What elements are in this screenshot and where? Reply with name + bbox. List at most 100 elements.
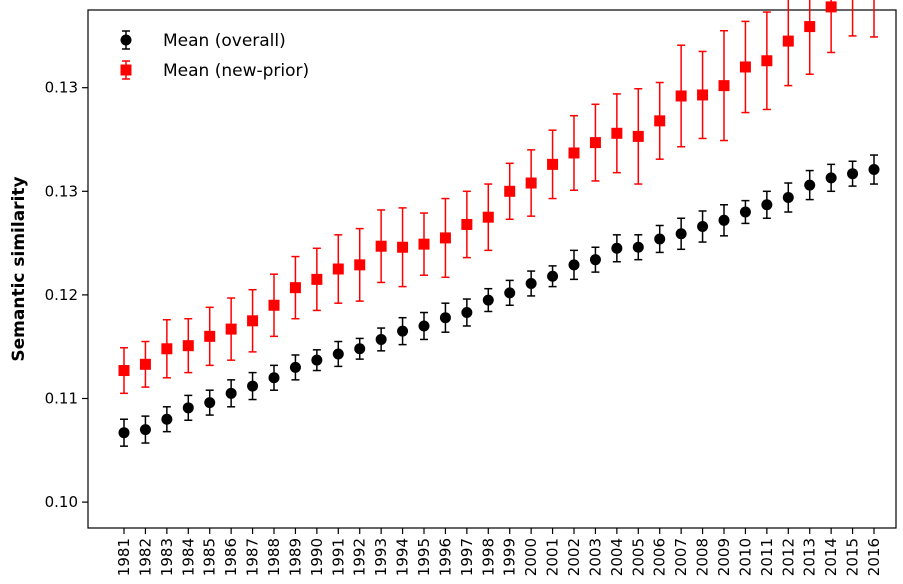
data-point <box>654 233 666 245</box>
series-overall <box>118 154 880 447</box>
x-axis: 1981 1982 1983 1984 1985 1986 1987 1988 1989 1990… <box>115 528 883 576</box>
data-point <box>289 282 301 294</box>
x-tick-label: 2010 <box>736 538 754 576</box>
data-point <box>311 273 323 285</box>
legend-label: Mean (new-prior) <box>163 61 309 81</box>
y-tick-label: 0.11 <box>45 390 78 408</box>
plot-frame <box>87 9 897 529</box>
x-tick-label: 2003 <box>586 538 604 576</box>
data-point <box>375 333 387 345</box>
data-point <box>589 254 601 266</box>
x-tick-label: 1981 <box>115 538 133 576</box>
x-tick-label: 1992 <box>351 538 369 576</box>
x-tick-label: 1987 <box>244 538 262 576</box>
data-point <box>804 21 816 33</box>
legend-label: Mean (overall) <box>163 31 286 51</box>
y-tick-label: 0.13 <box>45 79 78 97</box>
data-point <box>547 270 559 282</box>
data-point <box>504 185 516 197</box>
data-point <box>547 158 559 170</box>
x-tick-label: 2006 <box>651 538 669 576</box>
data-point <box>739 61 751 73</box>
x-tick-label: 1985 <box>201 538 219 576</box>
data-point <box>354 343 366 355</box>
data-point <box>675 90 687 102</box>
data-point <box>847 168 859 180</box>
data-point <box>868 164 880 176</box>
data-point <box>204 397 216 409</box>
data-point <box>247 380 259 392</box>
data-point <box>675 228 687 240</box>
data-point <box>589 137 601 149</box>
data-point <box>611 127 623 139</box>
y-tick-label: 0.13 <box>45 182 78 200</box>
series-new-prior <box>118 0 878 395</box>
data-point <box>311 354 323 366</box>
x-tick-label: 2008 <box>694 538 712 576</box>
data-point <box>461 218 473 230</box>
data-point <box>439 312 451 324</box>
data-point <box>118 427 130 439</box>
data-point <box>739 206 751 218</box>
x-tick-label: 1989 <box>286 538 304 576</box>
x-tick-label: 2001 <box>544 538 562 576</box>
data-point <box>461 307 473 319</box>
y-axis: 0.10 0.11 0.12 0.13 0.13 <box>45 79 88 511</box>
data-point <box>632 130 644 142</box>
data-point <box>225 323 237 335</box>
data-point <box>504 287 516 299</box>
data-point <box>139 358 151 370</box>
data-point <box>654 115 666 127</box>
data-point <box>225 387 237 399</box>
data-point <box>332 263 344 275</box>
data-point <box>204 330 216 342</box>
data-point <box>761 55 773 67</box>
x-tick-label: 2012 <box>779 538 797 576</box>
data-point <box>118 365 130 377</box>
data-point <box>782 192 794 204</box>
data-point <box>268 299 280 311</box>
x-tick-label: 2000 <box>522 538 540 576</box>
x-tick-label: 2013 <box>801 538 819 576</box>
x-tick-label: 1999 <box>501 538 519 576</box>
x-tick-label: 1983 <box>158 538 176 576</box>
data-point <box>354 259 366 271</box>
data-point <box>268 372 280 384</box>
legend-marker <box>120 64 132 76</box>
data-point <box>247 315 259 327</box>
data-point <box>761 199 773 211</box>
data-point <box>375 240 387 252</box>
data-point <box>525 177 537 189</box>
data-point <box>697 89 709 101</box>
x-tick-label: 1994 <box>394 538 412 576</box>
data-point <box>397 241 409 253</box>
data-point <box>482 294 494 306</box>
data-point <box>139 424 151 436</box>
x-tick-label: 1993 <box>372 538 390 576</box>
data-point <box>804 179 816 191</box>
data-point <box>418 320 430 332</box>
y-tick-label: 0.12 <box>45 286 78 304</box>
legend-item: Mean (overall) <box>120 30 286 51</box>
x-tick-label: 1988 <box>265 538 283 576</box>
x-tick-label: 1995 <box>415 538 433 576</box>
data-point <box>161 343 173 355</box>
x-tick-label: 1998 <box>479 538 497 576</box>
x-tick-label: 2015 <box>844 538 862 576</box>
x-tick-label: 2009 <box>715 538 733 576</box>
legend: Mean (overall) Mean (new-prior) <box>120 30 309 81</box>
data-point <box>525 278 537 290</box>
x-tick-label: 1986 <box>222 538 240 576</box>
data-point <box>718 80 730 92</box>
data-point <box>418 238 430 250</box>
x-tick-label: 2007 <box>672 538 690 576</box>
x-tick-label: 1991 <box>329 538 347 576</box>
x-tick-label: 1997 <box>458 538 476 576</box>
x-tick-label: 2016 <box>865 538 883 576</box>
x-tick-label: 1990 <box>308 538 326 576</box>
series-layer <box>118 0 880 447</box>
data-point <box>182 340 194 352</box>
data-point <box>482 211 494 223</box>
data-point <box>632 241 644 253</box>
x-tick-label: 2011 <box>758 538 776 576</box>
